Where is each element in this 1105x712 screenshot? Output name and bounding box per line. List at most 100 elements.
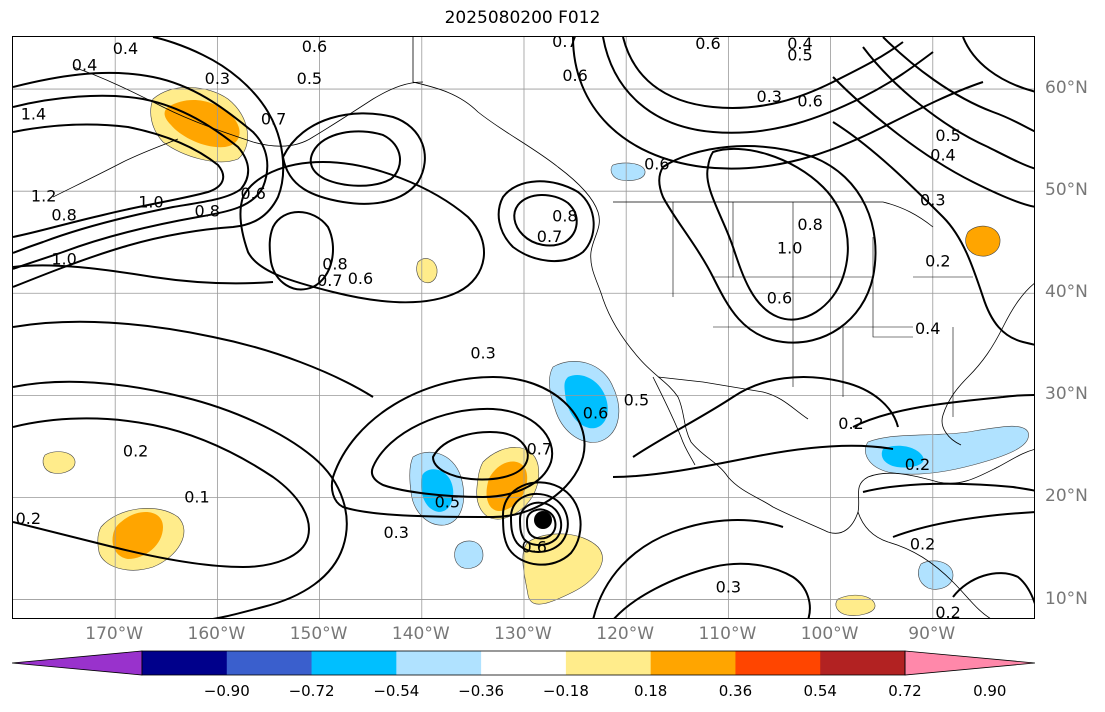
- contour-label: 0.8: [51, 206, 76, 225]
- contour-label: 1.0: [138, 192, 163, 211]
- shade-caribbean-core: [881, 445, 924, 468]
- contour-northpacific-big: [239, 160, 485, 304]
- lon-tick-label: 100°W: [800, 624, 859, 644]
- colorbar-tick-label: 0.36: [718, 682, 753, 700]
- shade-tropical-orange-1-core: [486, 461, 528, 512]
- contour-label: 0.5: [297, 69, 322, 88]
- lat-tick-label: 60°N: [1045, 78, 1088, 99]
- contour-label: 0.6: [583, 404, 608, 423]
- contour-label: 0.2: [16, 509, 41, 528]
- contour-gulf-mexico: [852, 394, 1034, 428]
- contour-label: 0.1: [184, 487, 209, 506]
- contour-subtropic-high-3: [431, 431, 529, 481]
- lon-tick-label: 140°W: [391, 624, 450, 644]
- contour-ne-gradient-3: [832, 76, 1034, 208]
- shading-layer: [42, 87, 1029, 616]
- contour-label: 0.6: [797, 91, 822, 110]
- contour-label: 0.6: [644, 155, 669, 174]
- contour-label: 0.2: [910, 534, 935, 553]
- colorbar-tick-label: −0.54: [373, 682, 420, 700]
- contour-label: 1.0: [51, 250, 76, 269]
- hurricane-center-marker: [534, 511, 552, 529]
- coastline-alaska: [72, 66, 424, 147]
- colorbar-tick-label: −0.18: [542, 682, 589, 700]
- colorbar-tick-label: −0.36: [458, 682, 505, 700]
- contour-label: 0.4: [930, 145, 955, 164]
- coastlines: [52, 37, 1034, 618]
- contour-ne-gradient-1: [882, 37, 1034, 133]
- contour-label: 0.7: [552, 37, 577, 51]
- contour-label: 0.7: [261, 110, 286, 129]
- contour-north-arc: [622, 37, 904, 109]
- contour-pnw-low-inner: [513, 194, 578, 247]
- contour-label: 0.4: [113, 39, 138, 58]
- colorbar-tick-label: 0.90: [973, 682, 1007, 700]
- contour-lines: [13, 37, 1034, 618]
- contour-wpac-band: [13, 264, 274, 285]
- contour-label: 0.2: [905, 455, 930, 474]
- contour-label: 0.2: [935, 603, 960, 619]
- contour-rockies-low: [706, 148, 849, 321]
- colorbar-tick-label: 0.54: [803, 682, 837, 700]
- contour-label: 0.2: [838, 414, 863, 433]
- colorbar-tick-label: 0.72: [888, 682, 922, 700]
- colorbar: [12, 650, 1035, 676]
- colorbar-segment: [735, 651, 821, 675]
- contour-alaska-gradient-1: [13, 71, 269, 270]
- contour-caribbean-2: [892, 511, 1034, 538]
- lon-tick-label: 170°W: [85, 624, 144, 644]
- contour-caribbean: [862, 482, 1034, 493]
- contour-label: 0.3: [470, 343, 495, 362]
- contour-label: 1.2: [31, 186, 56, 205]
- contour-pnw-low: [497, 180, 595, 263]
- contour-east-broad: [832, 121, 1034, 346]
- contour-label: 0.4: [787, 37, 812, 53]
- contour-alaska-gradient-2: [13, 94, 250, 254]
- contour-central-pacific-1: [13, 417, 310, 569]
- colorbar-segment: [311, 651, 397, 675]
- colorbar-segment: [142, 651, 228, 675]
- contour-label: 0.2: [925, 252, 950, 271]
- contour-label: 0.7: [527, 439, 552, 458]
- contour-north-arc-3: [572, 37, 984, 170]
- shade-small-2: [454, 540, 484, 569]
- shade-greatlakes-orange: [965, 225, 1001, 257]
- state-lines: [672, 202, 973, 417]
- map-canvas: 0.6 0.7 0.6 0.40.50.5 0.60.30.40.40.71.40.3 0…: [13, 37, 1034, 619]
- colorbar-segment: [396, 651, 482, 675]
- contour-label-layer: 0.6 0.7 0.6 0.40.50.5 0.60.30.40.40.71.40.3 0…: [16, 37, 961, 619]
- colorbar-segment: [226, 651, 313, 675]
- contour-subtropic-high-2: [370, 407, 554, 499]
- contour-label: 0.8: [194, 202, 219, 221]
- graticule: [13, 37, 1034, 618]
- contour-gulf-high: [281, 112, 426, 205]
- colorbar-segment: [820, 651, 906, 675]
- coastline-aleutians: [52, 138, 179, 198]
- colorbar-segment: [481, 651, 567, 675]
- contour-label: 0.6: [240, 184, 265, 203]
- lat-tick-label: 40°N: [1045, 282, 1088, 303]
- lat-tick-label: 50°N: [1045, 180, 1088, 201]
- contour-label: 0.4: [915, 319, 940, 338]
- contour-label: 0.8: [322, 255, 347, 274]
- lon-tick-label: 130°W: [494, 624, 552, 644]
- shade-tropical-blue-2-core: [421, 469, 454, 512]
- contour-ne-arc-small: [962, 37, 1034, 93]
- contour-gulf-high-inner: [309, 130, 401, 187]
- contour-south-1: [613, 562, 811, 618]
- shade-small-3: [42, 451, 76, 474]
- contour-north-arc-2: [602, 37, 934, 134]
- contour-mexico-1: [632, 376, 899, 458]
- contour-label: 0.6: [562, 66, 587, 85]
- colorbar-extend-low: [12, 650, 143, 676]
- map-title: 2025080200 F012: [444, 8, 601, 28]
- contour-label: 0.3: [920, 190, 945, 209]
- contour-central-pacific-3: [13, 320, 374, 398]
- contour-hurricane-4: [501, 481, 582, 566]
- contour-central-pacific-2: [13, 380, 348, 618]
- contour-label: 0.8: [797, 215, 822, 234]
- coastline-north-america: [412, 37, 1034, 534]
- lon-tick-label: 90°W: [908, 624, 956, 644]
- contour-label: 1.0: [777, 238, 802, 257]
- shade-small-5: [610, 162, 646, 181]
